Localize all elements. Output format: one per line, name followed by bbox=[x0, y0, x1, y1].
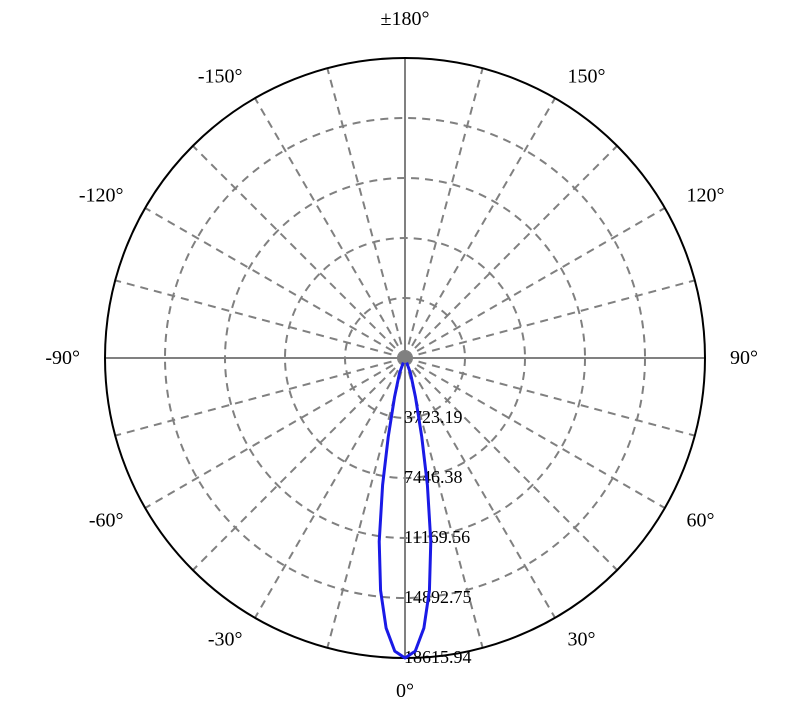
grid-spoke bbox=[405, 280, 695, 358]
grid-spoke bbox=[145, 208, 405, 358]
angle-label: -90° bbox=[45, 347, 80, 369]
angle-label: -30° bbox=[208, 628, 243, 650]
polar-chart: 3723.197446.3811169.5614892.7518615.940°… bbox=[0, 0, 810, 711]
grid-spoke bbox=[193, 146, 405, 358]
grid-spoke bbox=[405, 68, 483, 358]
angle-label: -120° bbox=[79, 185, 124, 207]
ring-label: 7446.38 bbox=[404, 467, 463, 487]
ring-label: 14892.75 bbox=[404, 587, 472, 607]
angle-label: -60° bbox=[89, 510, 124, 532]
grid-spoke bbox=[255, 98, 405, 358]
ring-label: 11169.56 bbox=[404, 527, 470, 547]
grid-spoke bbox=[327, 68, 405, 358]
grid-spoke bbox=[115, 280, 405, 358]
center-dot bbox=[400, 353, 410, 363]
grid-spoke bbox=[405, 98, 555, 358]
angle-label: 90° bbox=[730, 347, 758, 369]
ring-label: 3723.19 bbox=[404, 407, 463, 427]
grid-spoke bbox=[193, 358, 405, 570]
grid-spoke bbox=[405, 146, 617, 358]
grid-spoke bbox=[405, 208, 665, 358]
angle-label: 60° bbox=[686, 510, 714, 532]
angle-label: 0° bbox=[396, 680, 414, 702]
angle-label: 120° bbox=[686, 185, 724, 207]
angle-label: 30° bbox=[568, 628, 596, 650]
angle-label: ±180° bbox=[381, 8, 430, 30]
angle-label: -150° bbox=[198, 66, 243, 88]
angle-label: 150° bbox=[568, 66, 606, 88]
grid-spoke bbox=[145, 358, 405, 508]
grid-spoke bbox=[115, 358, 405, 436]
